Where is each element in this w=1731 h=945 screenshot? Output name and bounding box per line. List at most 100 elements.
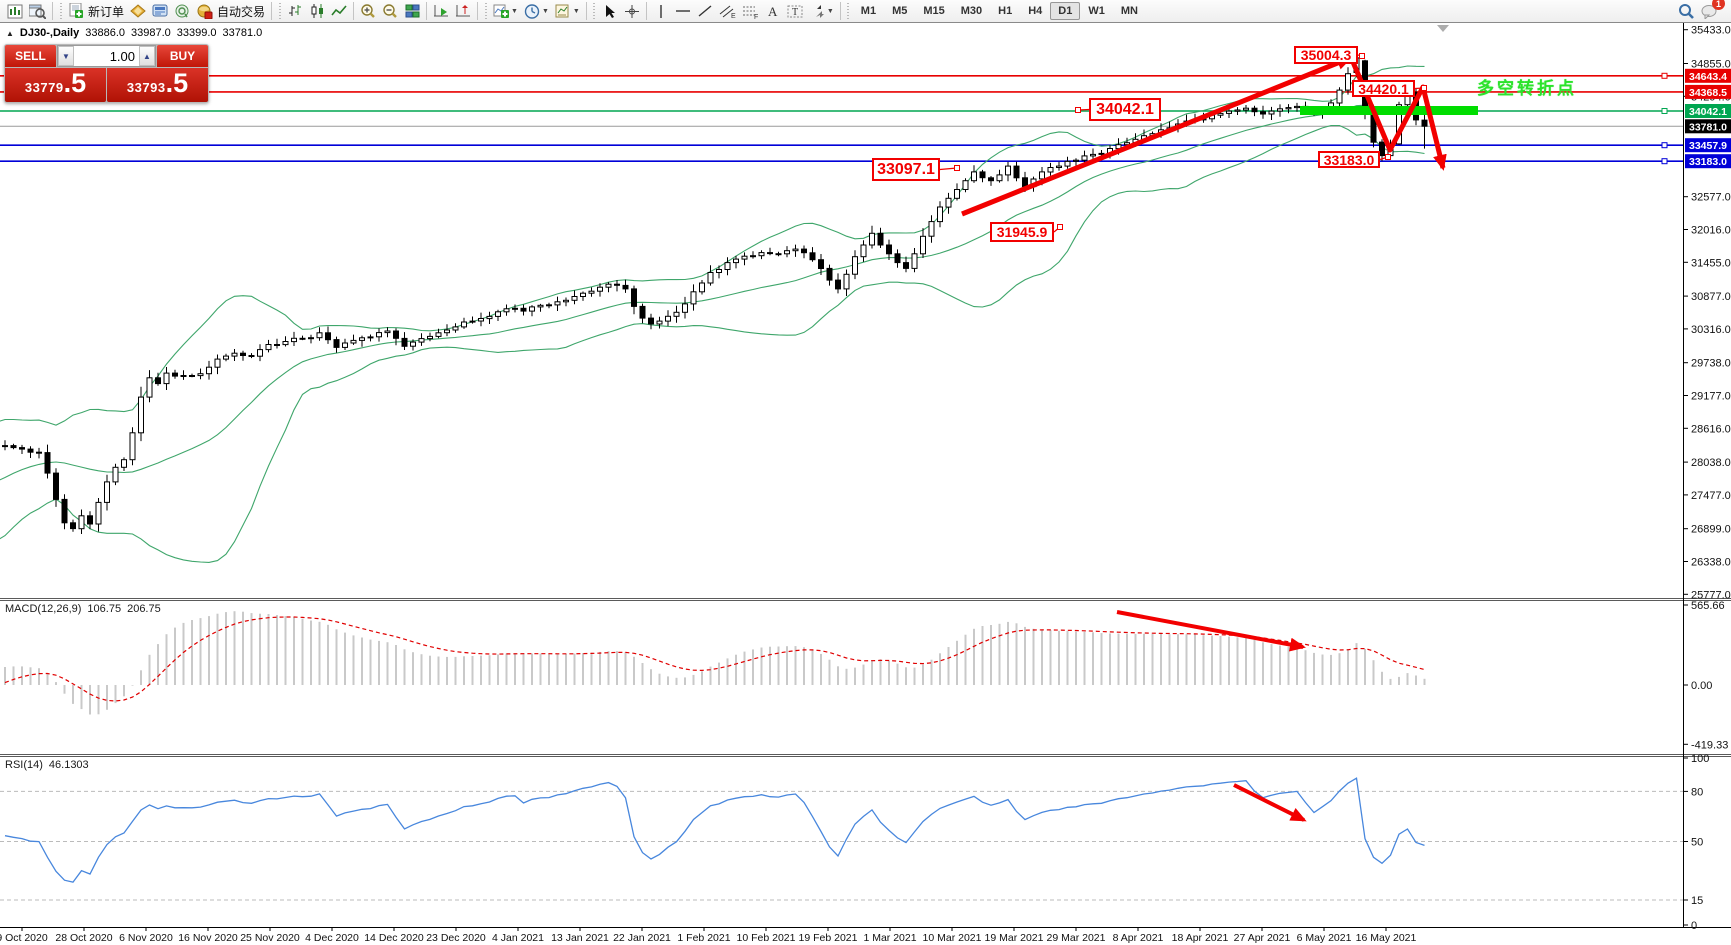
equidistant-channel-tool-button[interactable]: E: [716, 1, 739, 21]
tab-timeframe-w1[interactable]: W1: [1088, 5, 1105, 17]
text-label-tool-button[interactable]: T: [784, 1, 807, 21]
tab-timeframe-mn[interactable]: MN: [1120, 5, 1138, 17]
autotrading-label[interactable]: 自动交易: [217, 4, 266, 19]
svg-text:28 Oct 2020: 28 Oct 2020: [55, 932, 112, 944]
auto-scroll-button[interactable]: [430, 1, 452, 21]
autotrading-button[interactable]: [193, 1, 216, 21]
volume-increase-button[interactable]: ▲: [139, 46, 155, 66]
zoom-out-icon: [383, 3, 397, 18]
toolbar-grip: [845, 3, 851, 19]
price-callout[interactable]: 33183.0: [1318, 151, 1380, 168]
bar-close-value: 33781.0: [222, 27, 263, 39]
svg-text:A: A: [768, 4, 778, 18]
pane-separators[interactable]: [0, 598, 1731, 757]
templates-button[interactable]: ▼: [552, 1, 583, 21]
buy-price[interactable]: 33793 .5: [107, 68, 208, 102]
symbol-title: DJ30-,Daily: [19, 27, 80, 39]
tab-timeframe-m15[interactable]: M15: [923, 5, 945, 17]
bar-chart-button[interactable]: [284, 1, 306, 21]
trendline-icon: [698, 5, 712, 17]
new-order-label[interactable]: 新订单: [88, 4, 125, 19]
tab-timeframe-h1[interactable]: H1: [998, 5, 1013, 17]
svg-text:32016.0: 32016.0: [1691, 225, 1731, 237]
terminal-button[interactable]: [149, 1, 171, 21]
fibonacci-tool-button[interactable]: F: [739, 1, 762, 21]
strategy-tester-icon: [175, 4, 189, 17]
price-callout[interactable]: 33097.1: [872, 158, 940, 181]
volume-input[interactable]: 1.00: [74, 46, 139, 66]
tab-timeframe-m5[interactable]: M5: [892, 5, 908, 17]
sell-button[interactable]: SELL: [5, 45, 56, 67]
tab-timeframe-d1[interactable]: D1: [1050, 2, 1081, 20]
sell-price[interactable]: 33779 .5: [5, 68, 106, 102]
svg-text:10 Mar 2021: 10 Mar 2021: [923, 932, 982, 944]
notification-badge: 1: [1712, 0, 1725, 10]
horizontal-line-tool-button[interactable]: [672, 1, 694, 21]
fibonacci-icon: F: [742, 6, 758, 19]
horizontal-line-icon: [675, 10, 690, 12]
strategy-tester-button[interactable]: [171, 1, 193, 21]
crosshair-tool-button[interactable]: [621, 1, 643, 21]
tab-timeframe-h4[interactable]: H4: [1028, 5, 1043, 17]
line-chart-button[interactable]: [328, 1, 350, 21]
text-label-icon: T: [787, 5, 803, 18]
volume-decrease-button[interactable]: ▼: [58, 46, 74, 66]
scroll-marker-icon[interactable]: [1437, 25, 1449, 32]
arrows-tool-button[interactable]: ▼: [807, 1, 837, 21]
svg-text:22 Jan 2021: 22 Jan 2021: [613, 932, 671, 944]
svg-text:100: 100: [1691, 753, 1709, 765]
svg-text:29177.0: 29177.0: [1691, 391, 1731, 403]
search-button[interactable]: [1675, 1, 1698, 21]
autotrading-icon: [197, 4, 213, 19]
notifications-button[interactable]: 1: [1698, 0, 1725, 21]
svg-text:35433.0: 35433.0: [1691, 25, 1731, 37]
svg-text:34368.5: 34368.5: [1689, 87, 1727, 99]
price-callout[interactable]: 35004.3: [1294, 46, 1358, 64]
turning-point-note[interactable]: 多空转折点: [1477, 79, 1577, 98]
profiles-button[interactable]: [26, 1, 49, 21]
price-callout[interactable]: 34420.1: [1352, 80, 1415, 97]
new-order-button[interactable]: [65, 1, 87, 21]
svg-text:6 Nov 2020: 6 Nov 2020: [119, 932, 173, 944]
main-toolbar: 新订单 自动交易: [0, 0, 1731, 23]
dropdown-caret-icon: ▼: [541, 7, 549, 15]
text-tool-button[interactable]: A: [762, 1, 784, 21]
cursor-tool-button[interactable]: [599, 1, 621, 21]
tab-timeframe-m1[interactable]: M1: [860, 5, 877, 17]
rsi-name: RSI(14): [5, 759, 43, 771]
price-callout[interactable]: 34042.1: [1089, 98, 1161, 121]
svg-text:34042.1: 34042.1: [1689, 106, 1727, 118]
trendline-tool-button[interactable]: [694, 1, 716, 21]
svg-text:14 Dec 2020: 14 Dec 2020: [364, 932, 424, 944]
svg-text:16 May 2021: 16 May 2021: [1356, 932, 1417, 944]
crosshair-icon: [624, 4, 639, 18]
support-zone-bar[interactable]: [1300, 106, 1478, 115]
svg-text:28616.0: 28616.0: [1691, 423, 1731, 435]
chart-shift-button[interactable]: [452, 1, 474, 21]
macd-signal-line: [4, 616, 1425, 702]
candlestick-chart-button[interactable]: [306, 1, 328, 21]
trend-arrows[interactable]: [961, 55, 1447, 822]
svg-text:30316.0: 30316.0: [1691, 324, 1731, 336]
rsi-label: RSI(14) 46.1303: [5, 759, 89, 771]
tile-windows-button[interactable]: [401, 1, 423, 21]
price-callout[interactable]: 31945.9: [990, 222, 1054, 242]
rsi-levels: [0, 790, 1683, 901]
periods-button[interactable]: ▼: [521, 1, 552, 21]
new-chart-button[interactable]: [4, 1, 26, 21]
buy-button[interactable]: BUY: [157, 45, 208, 67]
metaeditor-button[interactable]: [127, 1, 149, 21]
tab-timeframe-m30[interactable]: M30: [960, 5, 983, 17]
macd-main-value: 106.75: [87, 603, 122, 615]
vertical-line-icon: [660, 4, 662, 18]
zoom-out-button[interactable]: [379, 1, 401, 21]
svg-text:26338.0: 26338.0: [1691, 557, 1731, 569]
buy-price-main: 33793: [126, 80, 166, 95]
zoom-in-button[interactable]: [357, 1, 379, 21]
time-axis-labels: 9 Oct 2020 28 Oct 2020 6 Nov 2020 16 Nov 20…: [0, 927, 1417, 944]
volume-stepper: ▼ 1.00 ▲: [57, 45, 156, 67]
symbol-ohlc-bar: ▲ DJ30-,Daily 33886.0 33987.0 33399.0 33…: [6, 27, 262, 39]
indicators-button[interactable]: ▼: [490, 1, 521, 21]
vertical-line-tool-button[interactable]: [650, 1, 672, 21]
